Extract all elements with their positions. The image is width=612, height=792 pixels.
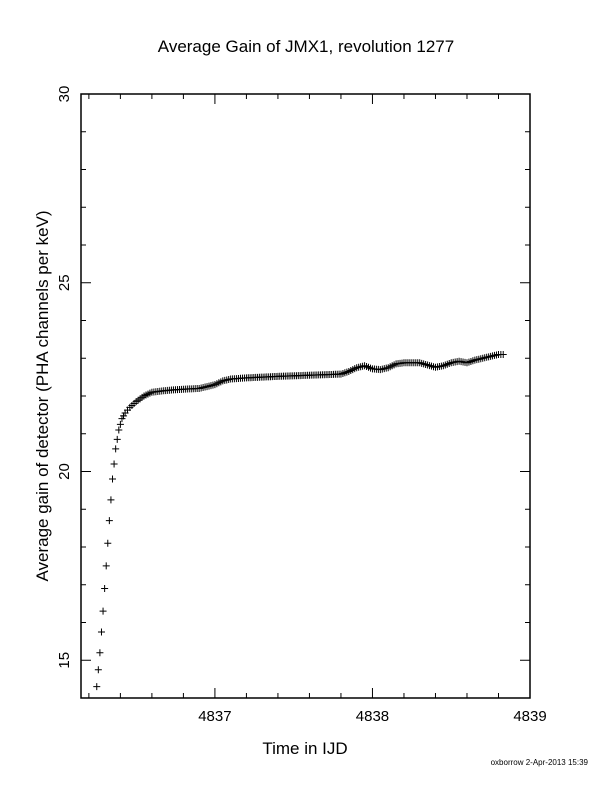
- data-point: [101, 585, 109, 593]
- y-tick-label: 20: [56, 463, 73, 480]
- data-point: [94, 666, 102, 674]
- data-point: [93, 683, 101, 691]
- data-point: [116, 420, 124, 428]
- x-axis: 4837 4838 4839: [88, 94, 547, 725]
- data-point: [110, 460, 118, 468]
- data-point: [115, 426, 123, 434]
- y-tick-label: 25: [56, 274, 73, 291]
- data-point: [112, 445, 120, 453]
- data-point: [109, 475, 117, 483]
- x-tick-label: 4838: [356, 708, 389, 725]
- x-axis-label: Time in IJD: [262, 739, 347, 758]
- data-point: [499, 350, 507, 358]
- data-point: [104, 539, 112, 547]
- data-series: [93, 350, 507, 691]
- data-point: [105, 517, 113, 525]
- x-tick-label: 4837: [198, 708, 231, 725]
- y-tick-label: 15: [56, 652, 73, 669]
- y-tick-label: 30: [56, 86, 73, 103]
- data-point: [102, 562, 110, 570]
- footer-stamp: oxborrow 2-Apr-2013 15:39: [490, 758, 588, 767]
- data-point: [97, 628, 105, 636]
- y-axis: 15 20 25 30: [56, 86, 530, 699]
- data-point: [99, 607, 107, 615]
- data-point: [96, 649, 104, 657]
- x-tick-label: 4839: [513, 708, 546, 725]
- data-point: [113, 435, 121, 443]
- chart-title: Average Gain of JMX1, revolution 1277: [158, 37, 454, 56]
- y-axis-label: Average gain of detector (PHA channels p…: [33, 210, 52, 581]
- data-point: [107, 496, 115, 504]
